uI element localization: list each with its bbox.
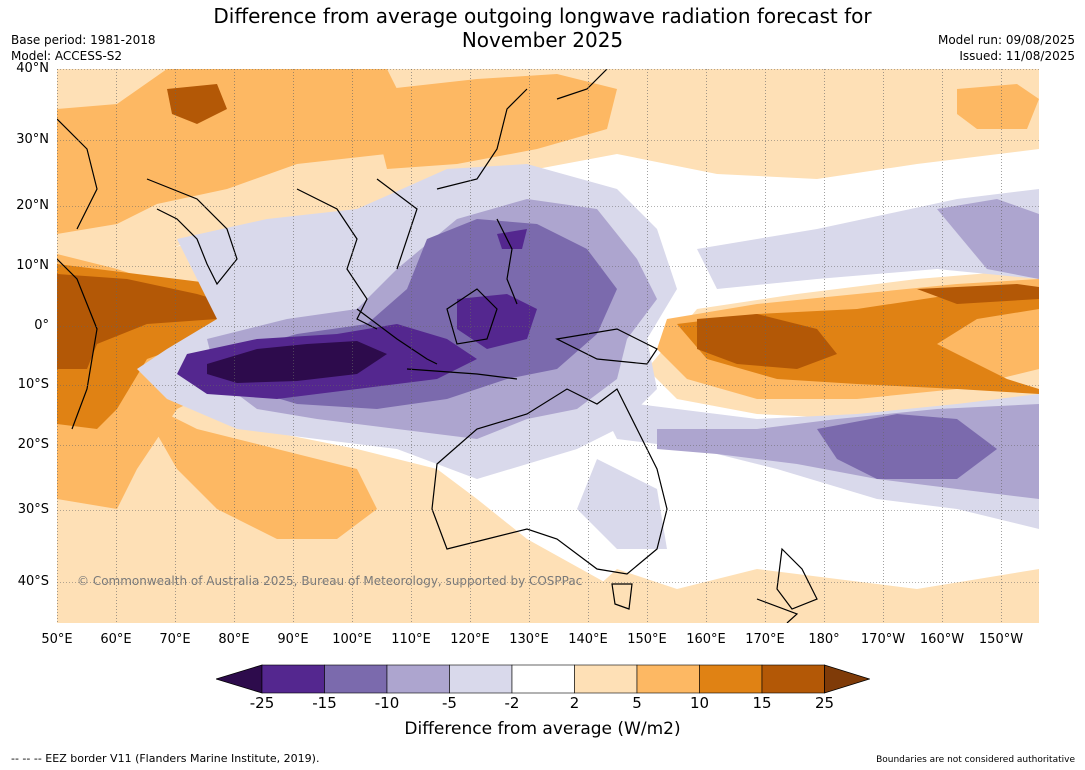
- colorbar-extend-low: [216, 664, 263, 694]
- lon-label: 150°E: [627, 632, 667, 647]
- lon-label: 50°E: [41, 632, 73, 647]
- colorbar-tick-label: -25: [249, 694, 275, 712]
- colorbar-tick-label: -5: [442, 694, 457, 712]
- colorbar: [216, 664, 870, 694]
- lon-label: 110°E: [391, 632, 431, 647]
- colorbar-tick-label: 15: [752, 694, 772, 712]
- colorbar-segment: [699, 664, 763, 694]
- colorbar-tick-label: 2: [569, 694, 580, 712]
- colorbar-segment: [261, 664, 325, 694]
- colorbar-segment: [574, 664, 638, 694]
- meta-left: Base period: 1981-2018 Model: ACCESS-S2: [11, 32, 156, 64]
- lat-label: 40°N: [16, 61, 49, 76]
- copyright-notice: © Commonwealth of Australia 2025, Bureau…: [77, 574, 583, 588]
- gridlines: [57, 69, 1039, 623]
- lon-label: 160°E: [686, 632, 726, 647]
- lon-label: 170°W: [860, 632, 906, 647]
- colorbar-tick-label: 25: [814, 694, 835, 712]
- coastlines: [57, 69, 818, 623]
- lat-label: 20°N: [16, 198, 49, 213]
- title-line-2: November 2025: [461, 28, 624, 52]
- colorbar-segment: [761, 664, 825, 694]
- lat-label: 10°S: [17, 377, 49, 392]
- lon-label: 160°W: [919, 632, 965, 647]
- field-p15-p25: [57, 84, 1039, 369]
- lat-label: 0°: [34, 318, 49, 333]
- colorbar-segment: [324, 664, 388, 694]
- lon-label: 100°E: [332, 632, 372, 647]
- base-period: Base period: 1981-2018: [11, 33, 156, 47]
- chart-title: Difference from average outgoing longwav…: [0, 4, 1085, 52]
- colorbar-segment: [386, 664, 450, 694]
- colorbar-segment: [636, 664, 700, 694]
- title-line-1: Difference from average outgoing longwav…: [213, 4, 872, 28]
- colorbar-tick-label: -2: [504, 694, 520, 712]
- lon-label: 70°E: [159, 632, 191, 647]
- lat-label: 30°N: [16, 132, 49, 147]
- colorbar-segments: [216, 664, 870, 694]
- boundaries-note: Boundaries are not considered authoritat…: [876, 755, 1075, 765]
- colorbar-segment: [511, 664, 575, 694]
- lat-label: 30°S: [17, 502, 49, 517]
- model-name: Model: ACCESS-S2: [11, 49, 123, 63]
- map-panel: [57, 69, 1039, 623]
- colorbar-title: Difference from average (W/m2): [404, 719, 681, 739]
- lon-label: 150°W: [978, 632, 1024, 647]
- lon-label: 90°E: [277, 632, 309, 647]
- colorbar-tick-label: -10: [374, 694, 400, 712]
- issued-date: Issued: 11/08/2025: [959, 49, 1075, 63]
- lon-label: 140°E: [568, 632, 608, 647]
- lat-label: 40°S: [17, 574, 49, 589]
- colorbar-tick-label: -15: [312, 694, 337, 712]
- lon-label: 180°: [808, 632, 840, 647]
- colorbar-tick-label: 10: [689, 694, 710, 712]
- lon-label: 130°E: [509, 632, 549, 647]
- lon-label: 80°E: [218, 632, 250, 647]
- meta-right: Model run: 09/08/2025 Issued: 11/08/2025: [938, 32, 1075, 64]
- lat-label: 10°N: [16, 258, 49, 273]
- lon-label: 170°E: [745, 632, 785, 647]
- field-lt25: [207, 341, 387, 383]
- lon-label: 120°E: [450, 632, 490, 647]
- eez-note: -- -- -- EEZ border V11 (Flanders Marine…: [11, 752, 320, 765]
- colorbar-tick-label: 5: [632, 694, 642, 712]
- lon-label: 60°E: [100, 632, 132, 647]
- model-run: Model run: 09/08/2025: [937, 33, 1075, 47]
- lat-label: 20°S: [17, 437, 49, 452]
- colorbar-extend-high: [824, 664, 870, 694]
- colorbar-segment: [449, 664, 513, 694]
